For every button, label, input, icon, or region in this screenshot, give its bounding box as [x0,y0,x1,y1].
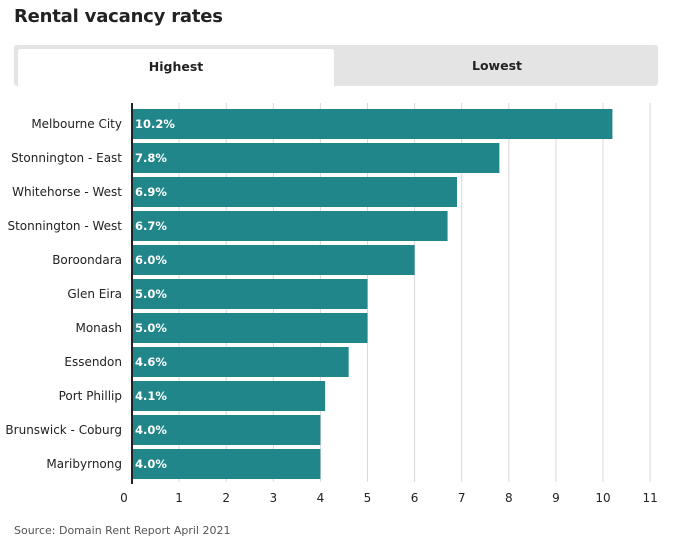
x-tick-label: 1 [175,491,183,505]
category-label: Monash [75,321,122,335]
bar [132,245,415,275]
x-tick-label: 2 [222,491,230,505]
x-tick-label: 3 [269,491,277,505]
category-label: Essendon [64,355,122,369]
bar-value-label: 4.0% [135,423,167,437]
bar-value-label: 4.6% [135,355,167,369]
bar [132,143,500,173]
x-tick-label: 6 [411,491,419,505]
x-tick-label: 9 [552,491,560,505]
chart-title: Rental vacancy rates [14,6,223,27]
bar [132,313,368,343]
x-tick-label: 11 [642,491,657,505]
category-label: Melbourne City [31,117,122,131]
category-label: Glen Eira [67,287,122,301]
x-tick-label: 4 [317,491,325,505]
bar-value-label: 4.0% [135,457,167,471]
bar-value-label: 6.9% [135,185,167,199]
x-tick-label: 7 [458,491,466,505]
category-label: Port Phillip [59,389,122,403]
bar-value-label: 6.7% [135,219,167,233]
x-tick-label: 0 [120,491,128,505]
category-label: Stonnington - East [11,151,122,165]
source-note: Source: Domain Rent Report April 2021 [14,524,231,537]
x-tick-label: 10 [595,491,610,505]
tab-bar: Highest Lowest [14,45,658,86]
bar [132,109,613,139]
bar [132,347,349,377]
category-label: Whitehorse - West [12,185,122,199]
bar-value-label: 10.2% [135,117,175,131]
bar [132,381,326,411]
bar [132,211,448,241]
bar-value-label: 6.0% [135,253,167,267]
bar [132,415,321,445]
bar [132,279,368,309]
category-label: Maribyrnong [46,457,122,471]
bar-value-label: 7.8% [135,151,167,165]
tab-highest[interactable]: Highest [18,49,334,86]
category-label: Brunswick - Coburg [5,423,122,437]
bars: 10.2% 7.8% 6.9% 6.7% 6.0% 5.0% 5.0% 4.6% 4.1% 4.0… [132,109,613,479]
x-tick-label: 8 [505,491,513,505]
axes: 0 1 2 3 4 5 6 7 8 9 10 11 Melbourne City Stonnington … [5,103,658,505]
bar-value-label: 5.0% [135,287,167,301]
bar [132,177,457,207]
tab-lowest[interactable]: Lowest [472,58,522,73]
category-label: Stonnington - West [7,219,122,233]
bar-value-label: 4.1% [135,389,167,403]
bar [132,449,321,479]
category-label: Boroondara [52,253,122,267]
bar-value-label: 5.0% [135,321,167,335]
x-tick-label: 5 [364,491,372,505]
